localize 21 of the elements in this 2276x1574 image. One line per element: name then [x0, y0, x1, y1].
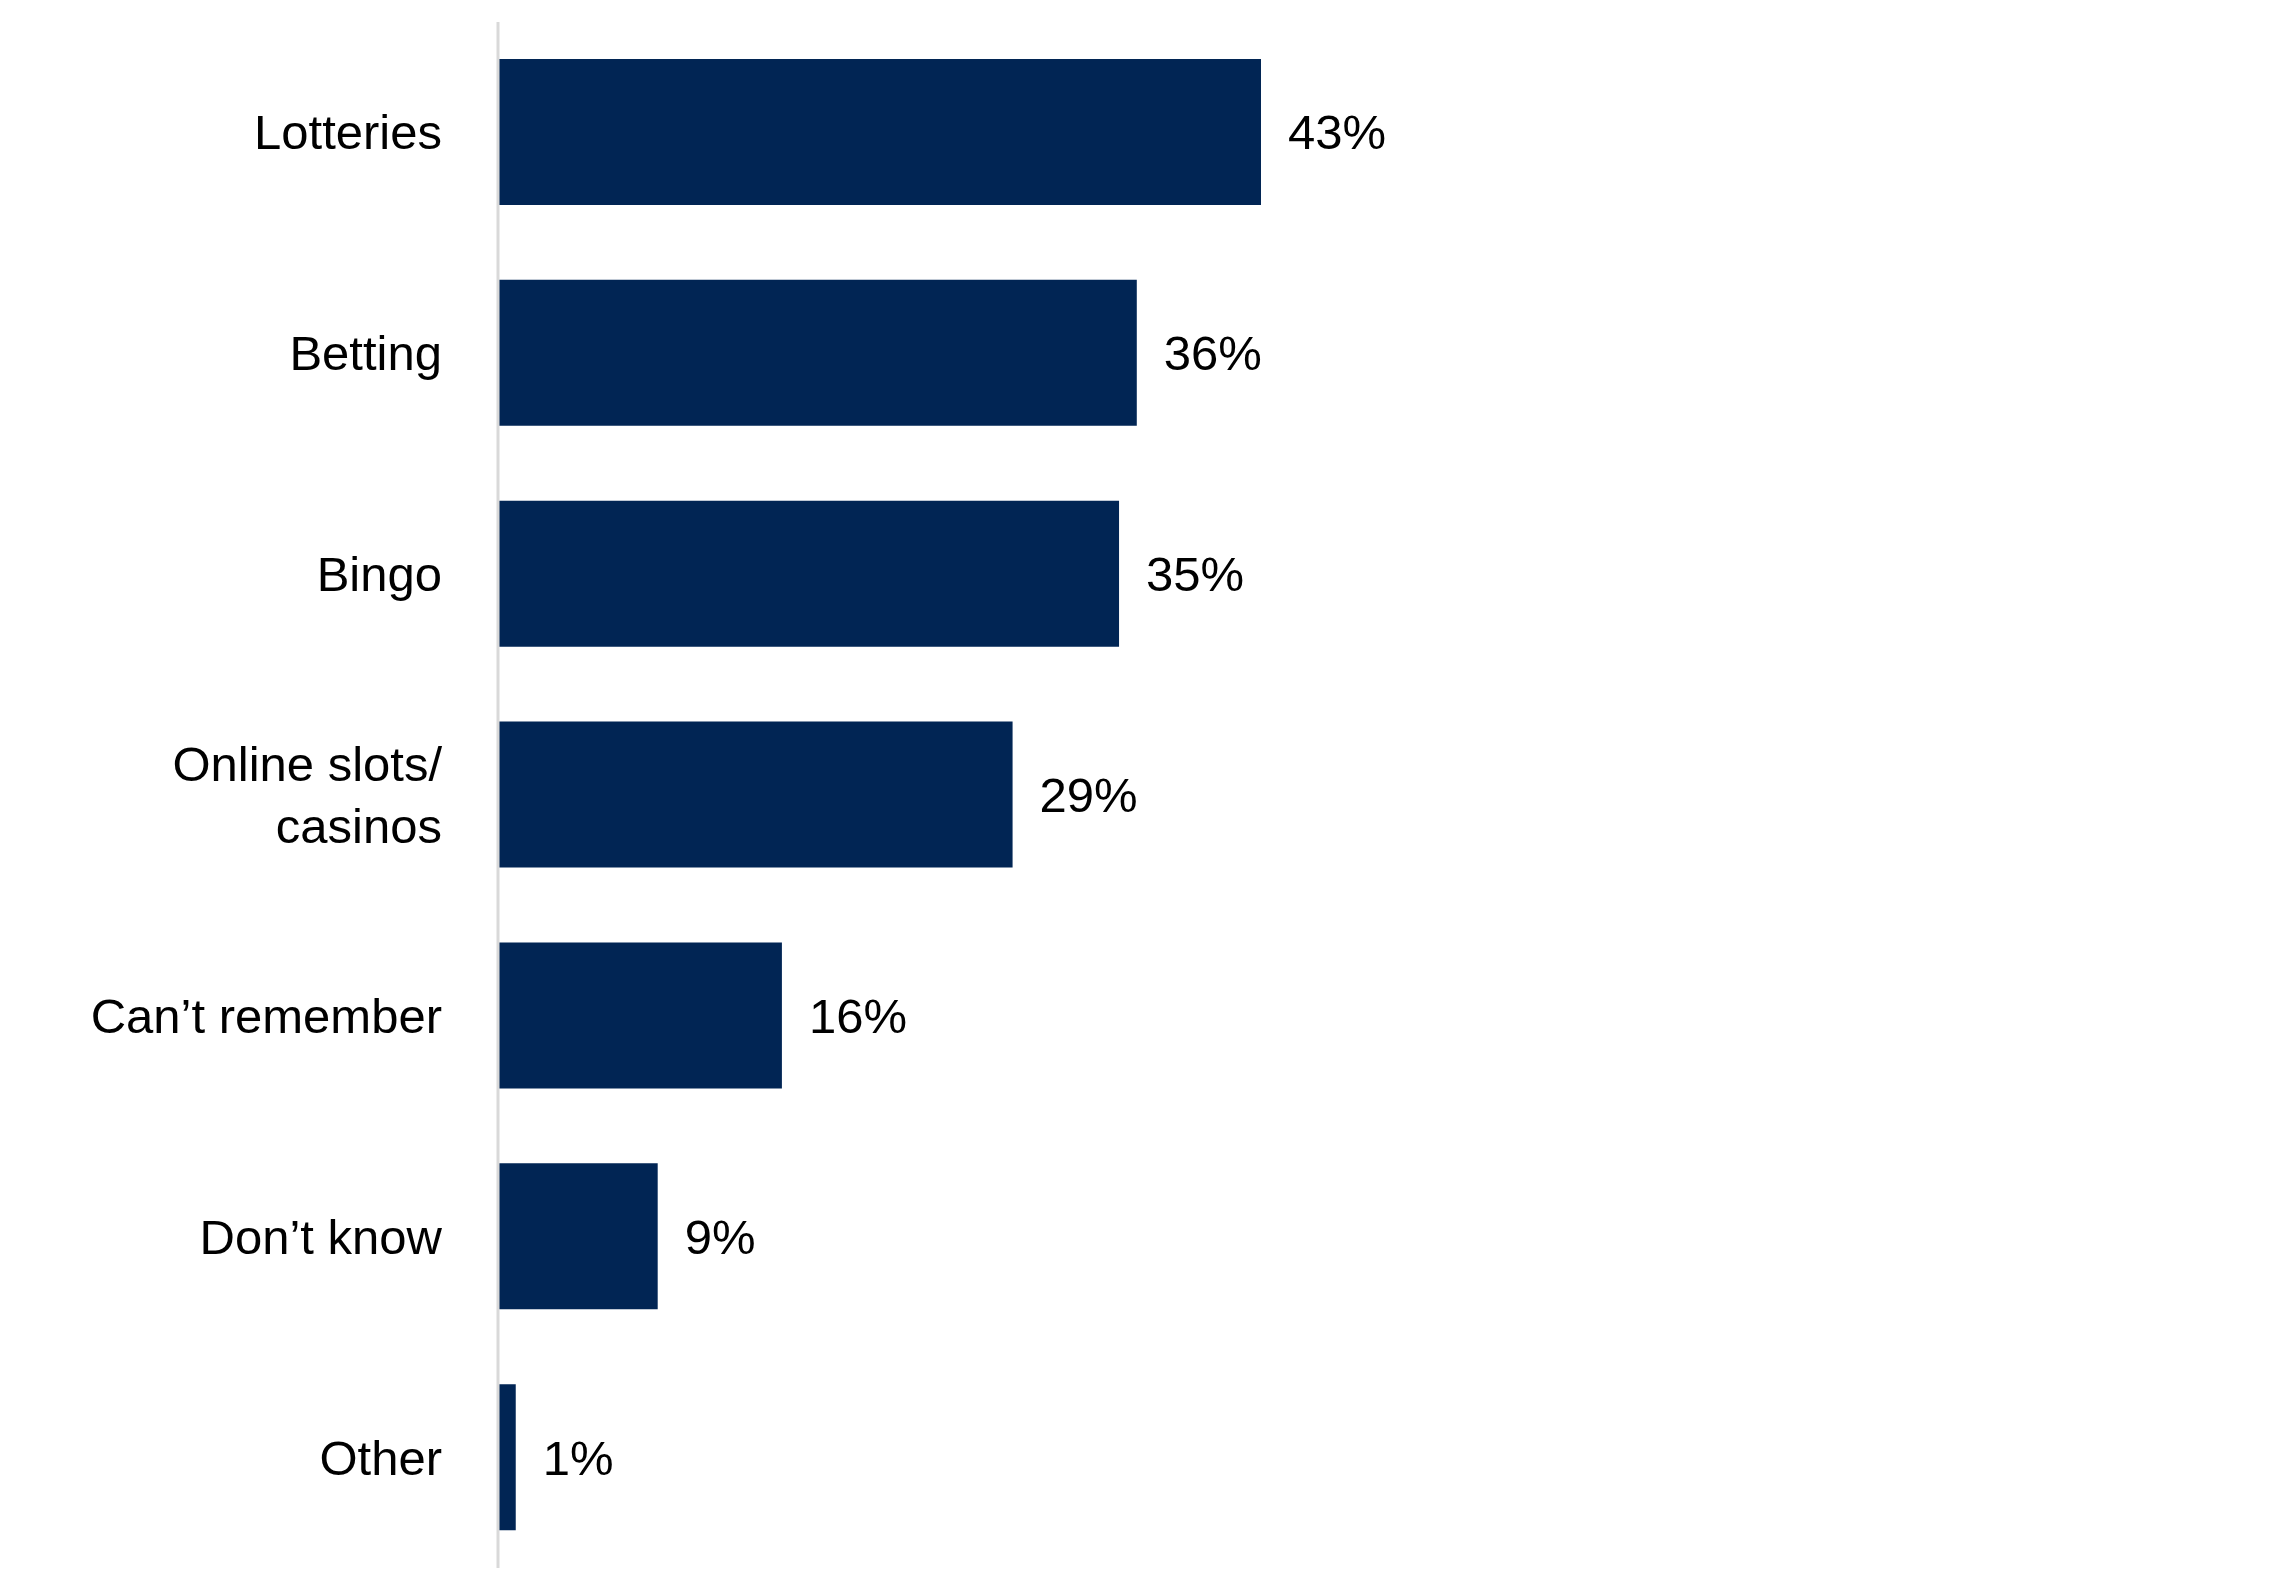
- data-label: 36%: [1163, 326, 1262, 381]
- bar: [498, 1163, 658, 1310]
- data-label: 9%: [684, 1209, 756, 1264]
- data-label: 43%: [1288, 105, 1387, 160]
- bar: [498, 279, 1137, 426]
- y-tick-label: Bingo: [316, 547, 442, 602]
- bar: [498, 59, 1261, 205]
- y-tick-label: Can’t remember: [90, 988, 442, 1043]
- bar: [498, 500, 1120, 647]
- y-tick-label: Other: [319, 1430, 442, 1485]
- data-label: 35%: [1146, 547, 1245, 602]
- bar: [498, 1384, 516, 1531]
- y-tick-label: Lotteries: [254, 105, 442, 160]
- data-label: 16%: [808, 988, 907, 1043]
- bar: [498, 721, 1013, 868]
- data-label: 29%: [1039, 767, 1138, 822]
- y-tick-label: Betting: [289, 326, 442, 381]
- y-tick-label: Online slots/ casinos: [172, 737, 443, 853]
- y-tick-label: Don’t know: [199, 1209, 443, 1264]
- bar: [498, 942, 782, 1089]
- data-label: 1%: [542, 1430, 614, 1485]
